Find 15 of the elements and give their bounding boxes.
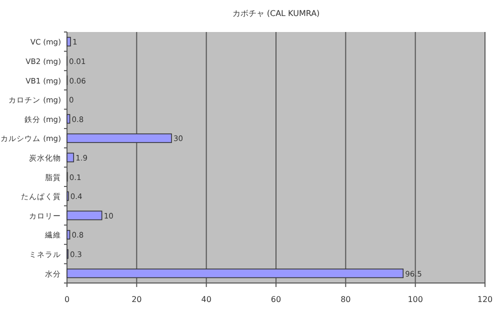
x-tick-label: 120: [477, 295, 493, 304]
x-tick-label: 0: [64, 295, 70, 304]
x-tick-label: 20: [132, 295, 142, 304]
x-tick-label: 100: [408, 295, 423, 304]
bar: [66, 230, 70, 240]
chart-title: カボチャ (CAL KUMRA): [232, 9, 320, 18]
bar: [66, 36, 71, 46]
x-tick-label: 60: [270, 295, 282, 304]
bar: [66, 210, 102, 220]
bar: [66, 152, 74, 162]
x-tick-label: 80: [340, 295, 351, 304]
bar: [66, 268, 404, 278]
x-tick-label: 40: [201, 295, 212, 304]
bar: [66, 114, 70, 124]
bar: [66, 133, 172, 143]
